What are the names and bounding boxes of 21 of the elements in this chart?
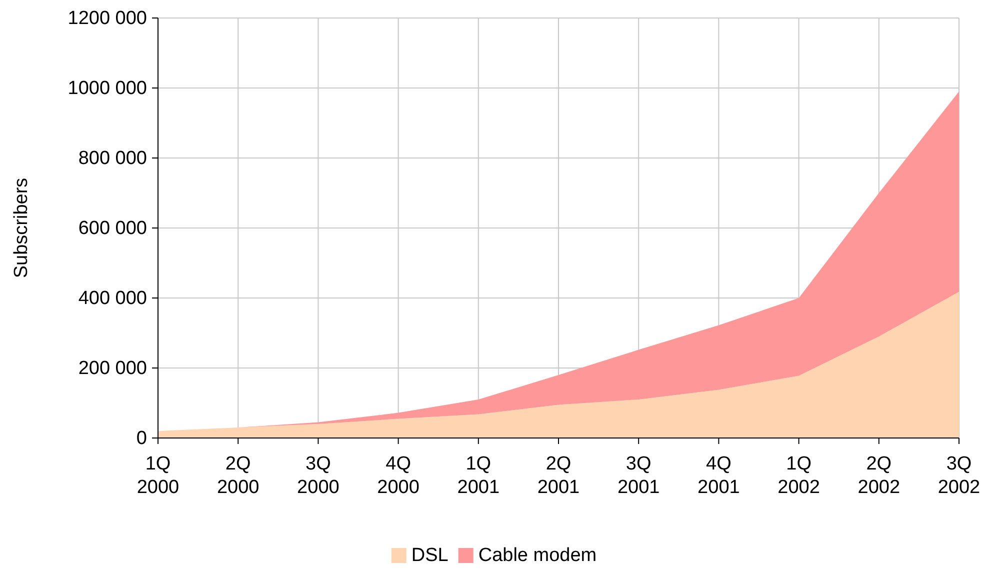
legend-label: DSL	[411, 545, 448, 566]
y-tick-label: 200 000	[78, 358, 147, 380]
x-tick-label: 4Q 2001	[698, 453, 740, 498]
x-tick-label: 3Q 2001	[617, 453, 660, 498]
x-tick-label: 2Q 2001	[537, 453, 580, 498]
y-tick-label: 800 000	[78, 148, 147, 170]
y-tick-label: 0	[136, 428, 147, 450]
x-tick-label: 1Q 2000	[136, 453, 180, 498]
x-tick-label: 2Q 2002	[858, 453, 900, 498]
y-tick-label: 1000 000	[68, 78, 147, 100]
y-axis-title: Subscribers	[11, 178, 32, 278]
x-tick-label: 3Q 2000	[297, 453, 340, 498]
x-tick-label: 4Q 2000	[377, 453, 420, 498]
x-tick-label: 3Q 2002	[938, 453, 980, 498]
y-tick-label: 1200 000	[68, 8, 147, 30]
x-tick-label: 1Q 2001	[457, 453, 500, 498]
legend-label: Cable modem	[478, 545, 597, 566]
x-tick-label: 2Q 2000	[216, 453, 260, 498]
x-tick-label: 1Q 2002	[778, 453, 820, 498]
y-tick-label: 400 000	[78, 288, 147, 310]
y-tick-label: 600 000	[78, 218, 147, 240]
